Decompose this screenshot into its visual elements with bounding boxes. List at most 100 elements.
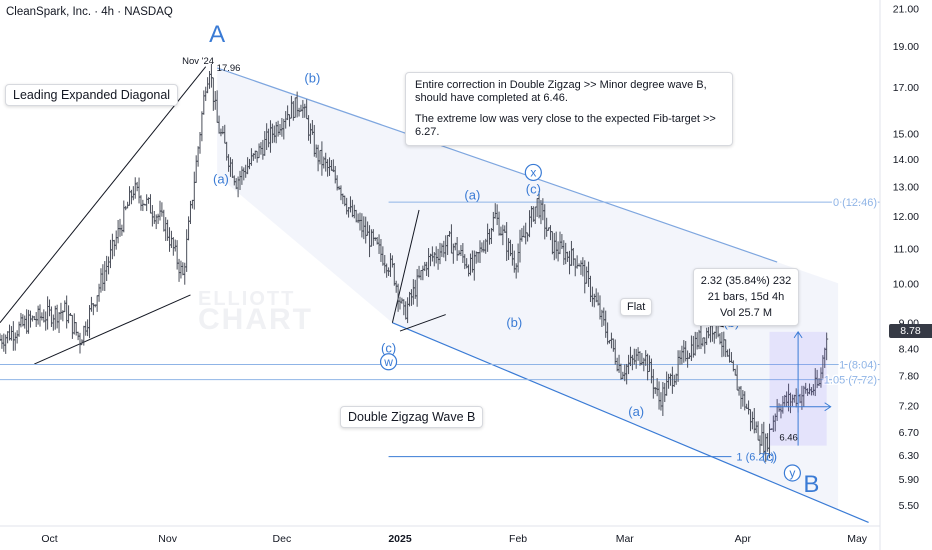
note-line-1: Entire correction in Double Zigzag >> Mi…: [415, 79, 707, 104]
wave-circle-label: w: [383, 355, 393, 369]
candle-bar: [141, 199, 145, 212]
x-tick-label: Dec: [273, 533, 292, 545]
analysis-note: Entire correction in Double Zigzag >> Mi…: [405, 72, 733, 146]
fib-level-label: 0 (12.46): [833, 197, 877, 209]
candle-bar: [84, 321, 88, 336]
wave-circle-label: x: [530, 165, 536, 179]
x-tick-label: Apr: [735, 533, 752, 545]
candle-bar: [177, 258, 181, 282]
candle-bar: [148, 194, 152, 214]
candle-bar: [183, 262, 187, 285]
candle-bar: [25, 309, 29, 334]
candle-bar: [196, 146, 200, 167]
candle-bar: [95, 295, 99, 312]
candle-bar: [181, 262, 185, 276]
point-label: 6.46: [779, 432, 798, 443]
wave-circle: [783, 464, 801, 482]
fib-target-label: 1 (6.27): [736, 452, 774, 464]
candle-bar: [9, 326, 13, 341]
measure-change: 2.32 (35.84%) 232: [700, 275, 792, 287]
candle-bar: [206, 77, 210, 94]
candle-bar: [162, 209, 166, 232]
candle-bar: [171, 237, 175, 256]
wave-label: (a): [213, 172, 229, 187]
candle-bar: [6, 331, 10, 344]
x-tick-label: Mar: [616, 533, 635, 545]
y-tick-label: 8.40: [899, 343, 920, 355]
candle-bar: [173, 239, 177, 252]
candle-bar: [190, 199, 194, 209]
candle-bar: [88, 305, 92, 339]
note-line-2: The extreme low was very close to the ex…: [415, 113, 716, 138]
x-tick-label: Feb: [509, 533, 527, 545]
candle-bar: [108, 239, 112, 269]
channel-shading: [217, 67, 839, 510]
candle-bar: [150, 205, 154, 227]
candle-bar: [175, 240, 179, 270]
candle-bar: [99, 268, 103, 293]
candle-bar: [48, 299, 52, 317]
wave-label: (a): [464, 187, 480, 202]
measure-volume: Vol 25.7 M: [720, 307, 772, 319]
watermark-text: ELLIOTT: [198, 288, 295, 310]
candle-bar: [40, 312, 44, 321]
candle-bar: [101, 264, 105, 291]
y-tick-label: 14.00: [893, 154, 919, 166]
candle-bar: [65, 295, 69, 329]
candle-bar: [179, 260, 183, 279]
candle-bar: [825, 332, 829, 361]
candle-bar: [145, 194, 149, 212]
x-tick-label: 2025: [388, 533, 412, 545]
x-tick-label: Nov: [158, 533, 177, 545]
candle-bar: [131, 186, 135, 201]
candle-bar: [46, 296, 50, 330]
candle-bar: [8, 324, 12, 341]
diagonal-upper-line: [0, 66, 207, 324]
candle-bar: [11, 321, 15, 351]
candle-bar: [44, 311, 48, 331]
wave-label: A: [209, 21, 225, 48]
candle-bar: [116, 219, 120, 244]
wave-circle: [379, 353, 398, 371]
measure-arrowhead-h: [824, 402, 832, 412]
current-price-tag: 8.78: [889, 324, 932, 338]
candle-bar: [133, 177, 137, 199]
x-tick-label: Oct: [41, 533, 57, 545]
y-tick-label: 6.30: [899, 450, 920, 462]
candle-bar: [211, 77, 215, 111]
y-tick-label: 17.00: [893, 82, 919, 94]
candle-bar: [107, 256, 111, 275]
candle-bar: [103, 261, 107, 291]
candle-bar: [187, 216, 191, 241]
candle-bar: [0, 334, 4, 349]
candle-bar: [27, 309, 31, 334]
y-tick-label: 11.00: [894, 243, 920, 255]
chart-header: CleanSpark, Inc. · 4h · NASDAQ: [6, 6, 173, 18]
candle-bar: [128, 186, 132, 206]
wave-circle: [524, 163, 542, 182]
candle-bar: [67, 305, 71, 324]
double-zigzag-label: Double Zigzag Wave B: [340, 406, 484, 428]
point-label: Nov '24: [182, 56, 214, 67]
candle-bar: [156, 213, 160, 225]
candle-bar: [53, 305, 57, 330]
flat-label: Flat: [620, 298, 653, 316]
wave-c-up-line: [391, 209, 420, 323]
candle-bar: [122, 200, 126, 233]
candle-bar: [13, 332, 17, 351]
wave-c-flag-line: [399, 314, 446, 332]
candle-bar: [114, 230, 118, 250]
candle-bar: [38, 304, 42, 327]
candle-bar: [192, 171, 196, 210]
point-label: 17.96: [217, 63, 241, 74]
candle-bar: [209, 63, 213, 88]
candle-bar: [36, 305, 40, 325]
y-tick-label: 5.50: [899, 500, 920, 512]
candle-bar: [118, 218, 122, 237]
candle-bar: [2, 333, 6, 352]
wave-label: (a): [628, 404, 644, 419]
candle-bar: [15, 330, 19, 344]
measure-arrowhead: [793, 330, 803, 339]
channel-lower-line: [392, 322, 869, 524]
